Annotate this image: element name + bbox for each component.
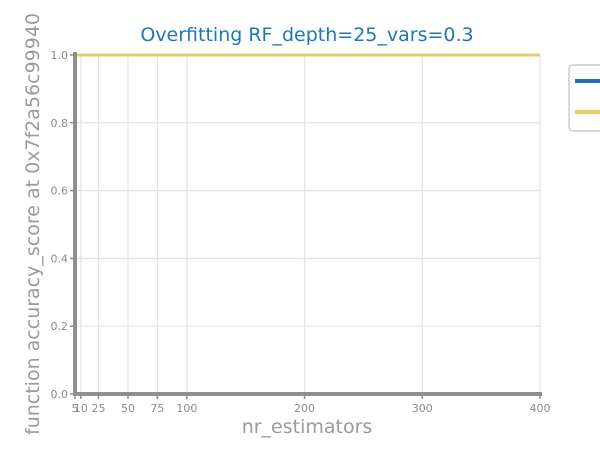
y-tick-label: 0.8 bbox=[51, 117, 69, 130]
y-axis-label: function accuracy_score at 0x7f2a56c9994… bbox=[22, 13, 44, 435]
x-tick-label: 75 bbox=[150, 402, 164, 415]
x-tick-label: 400 bbox=[530, 402, 551, 415]
y-tick-labels: 0.0 0.2 0.4 0.6 0.8 1.0 bbox=[51, 49, 75, 401]
x-tick-label: 300 bbox=[412, 402, 433, 415]
y-tick-label: 0.6 bbox=[51, 185, 69, 198]
grid bbox=[74, 54, 541, 395]
x-tick-label: 5 bbox=[72, 402, 79, 415]
x-tick-label: 200 bbox=[294, 402, 315, 415]
x-tick-label: 10 bbox=[74, 402, 88, 415]
y-tick-label: 1.0 bbox=[51, 49, 69, 62]
x-tick-labels: 510 25 50 75 100 200 300 400 bbox=[72, 394, 551, 415]
x-tick-label: 50 bbox=[121, 402, 135, 415]
chart-title: Overfitting RF_depth=25_vars=0.3 bbox=[140, 24, 473, 46]
x-tick-label: 100 bbox=[176, 402, 197, 415]
y-tick-label: 0.0 bbox=[51, 388, 69, 401]
x-axis-label: nr_estimators bbox=[242, 416, 373, 438]
x-tick-label: 25 bbox=[92, 402, 106, 415]
y-tick-label: 0.2 bbox=[51, 320, 69, 333]
legend-box bbox=[568, 64, 600, 132]
legend bbox=[568, 64, 600, 132]
axes bbox=[73, 52, 542, 396]
y-tick-label: 0.4 bbox=[51, 252, 69, 265]
